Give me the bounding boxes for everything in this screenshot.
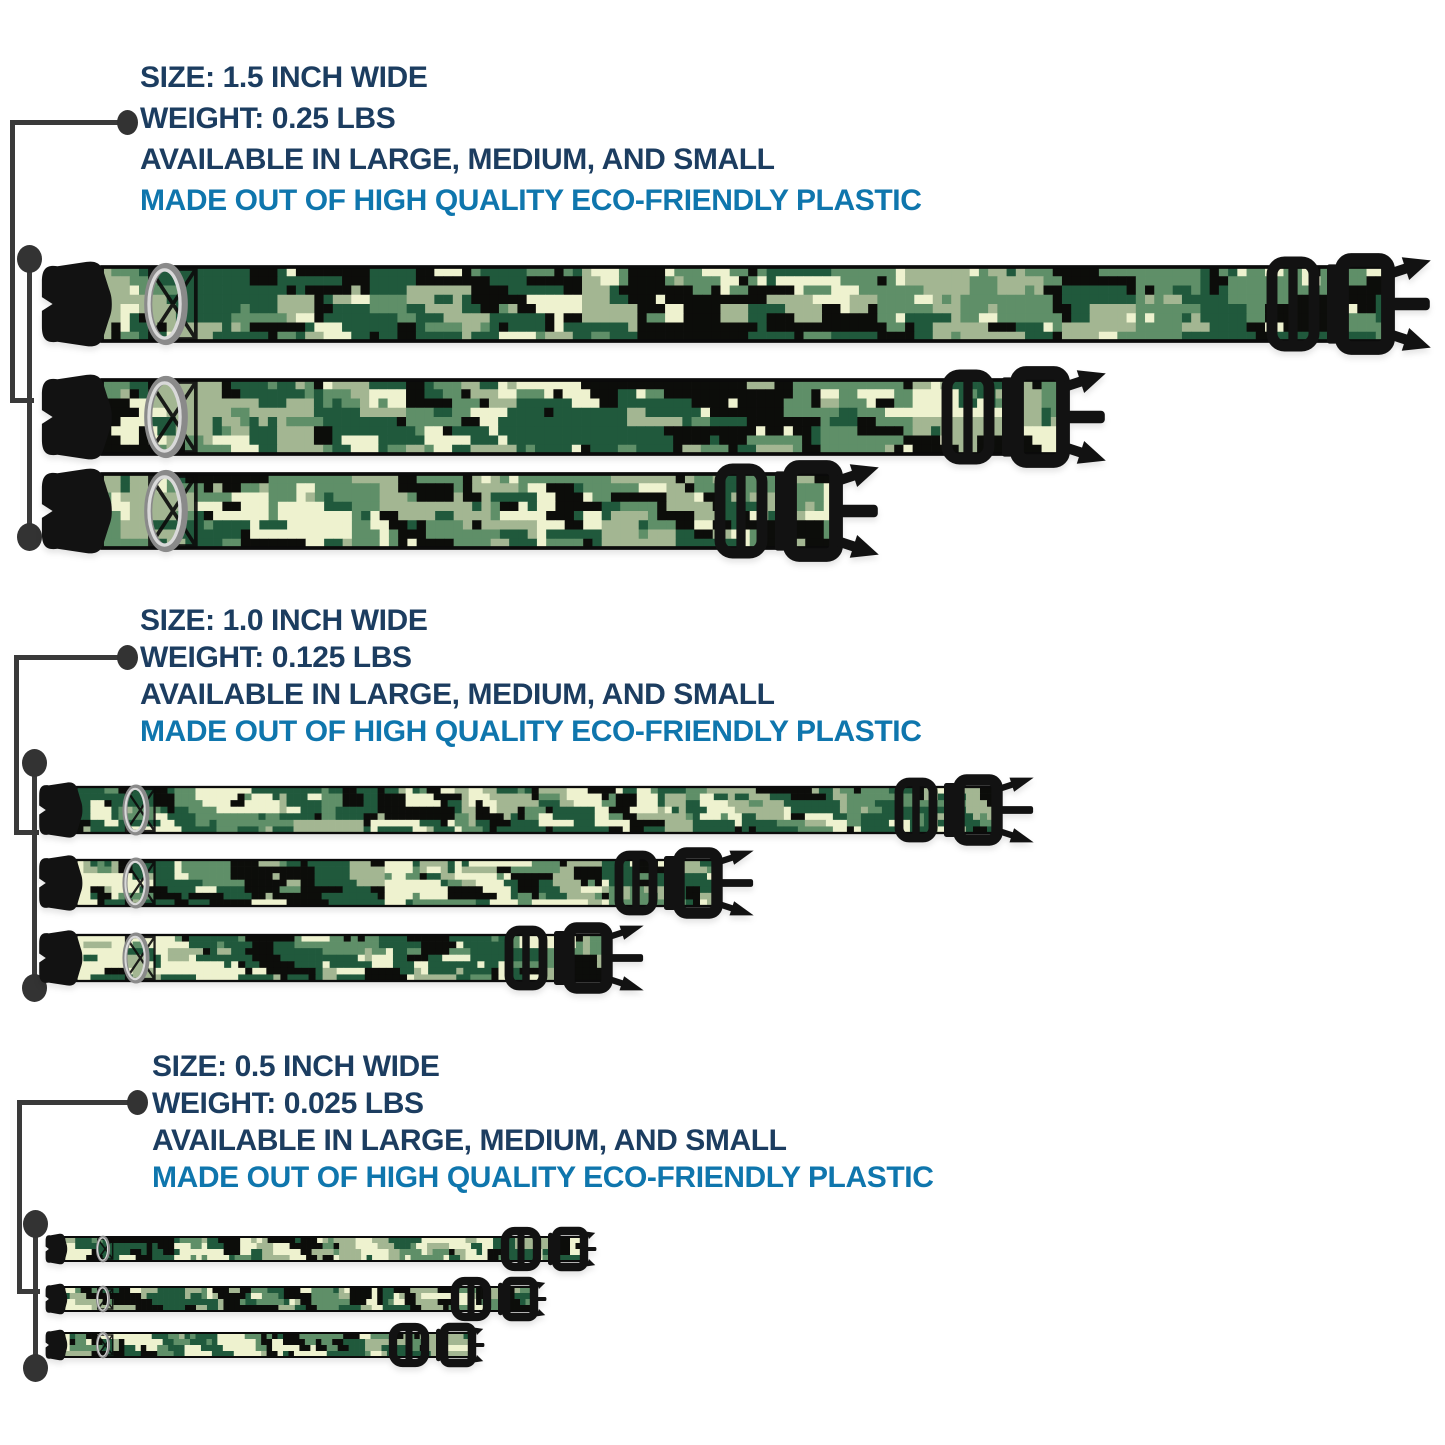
collar-medium <box>0 1273 547 1325</box>
collar-medium <box>0 365 1107 469</box>
callout-line-elbow <box>10 397 34 403</box>
callout-line-vertical <box>17 1099 22 1294</box>
callout-line-bracket <box>31 763 37 988</box>
callout-dot-text <box>116 109 138 135</box>
weight-label: WEIGHT: 0.25 LBS <box>140 102 396 135</box>
size-label: SIZE: 1.5 INCH WIDE <box>140 61 428 94</box>
callout-line-to-text <box>14 654 127 660</box>
material-label: MADE OUT OF HIGH QUALITY ECO-FRIENDLY PL… <box>140 715 922 748</box>
collar-large <box>0 1223 597 1275</box>
spec-text-block: SIZE: 0.5 INCH WIDE WEIGHT: 0.025 LBS AV… <box>152 1048 934 1196</box>
spec-text-block: SIZE: 1.0 INCH WIDE WEIGHT: 0.125 LBS AV… <box>140 602 922 750</box>
callout-dot-text <box>126 1089 148 1115</box>
collar-small <box>0 459 880 563</box>
callout-dot-bottom <box>16 523 42 551</box>
callout-line-elbow <box>14 829 39 835</box>
callout-line-vertical <box>14 654 19 835</box>
collar-small <box>0 1319 485 1371</box>
size-label: SIZE: 1.0 INCH WIDE <box>140 604 428 637</box>
material-label: MADE OUT OF HIGH QUALITY ECO-FRIENDLY PL… <box>152 1161 934 1194</box>
callout-line-bracket <box>26 259 32 537</box>
callout-dot-bottom <box>22 1354 48 1382</box>
material-label: MADE OUT OF HIGH QUALITY ECO-FRIENDLY PL… <box>140 184 922 217</box>
collar-large <box>0 252 1432 356</box>
callout-line-vertical <box>10 119 15 403</box>
collar-medium <box>0 845 755 921</box>
callout-dot-top <box>22 1210 48 1238</box>
spec-text-block: SIZE: 1.5 INCH WIDE WEIGHT: 0.25 LBS AVA… <box>140 57 922 221</box>
callout-line-elbow <box>17 1288 40 1294</box>
callout-line-bracket <box>32 1224 38 1368</box>
availability-label: AVAILABLE IN LARGE, MEDIUM, AND SMALL <box>140 678 775 711</box>
weight-label: WEIGHT: 0.125 LBS <box>140 641 412 674</box>
callout-dot-top <box>21 749 47 777</box>
size-label: SIZE: 0.5 INCH WIDE <box>152 1050 440 1083</box>
weight-label: WEIGHT: 0.025 LBS <box>152 1087 424 1120</box>
collar-large <box>0 772 1035 848</box>
collar-small <box>0 920 645 996</box>
availability-label: AVAILABLE IN LARGE, MEDIUM, AND SMALL <box>152 1124 787 1157</box>
callout-line-to-text <box>17 1099 137 1105</box>
callout-line-to-text <box>10 119 127 125</box>
callout-dot-text <box>116 644 138 670</box>
availability-label: AVAILABLE IN LARGE, MEDIUM, AND SMALL <box>140 143 775 176</box>
callout-dot-top <box>16 245 42 273</box>
